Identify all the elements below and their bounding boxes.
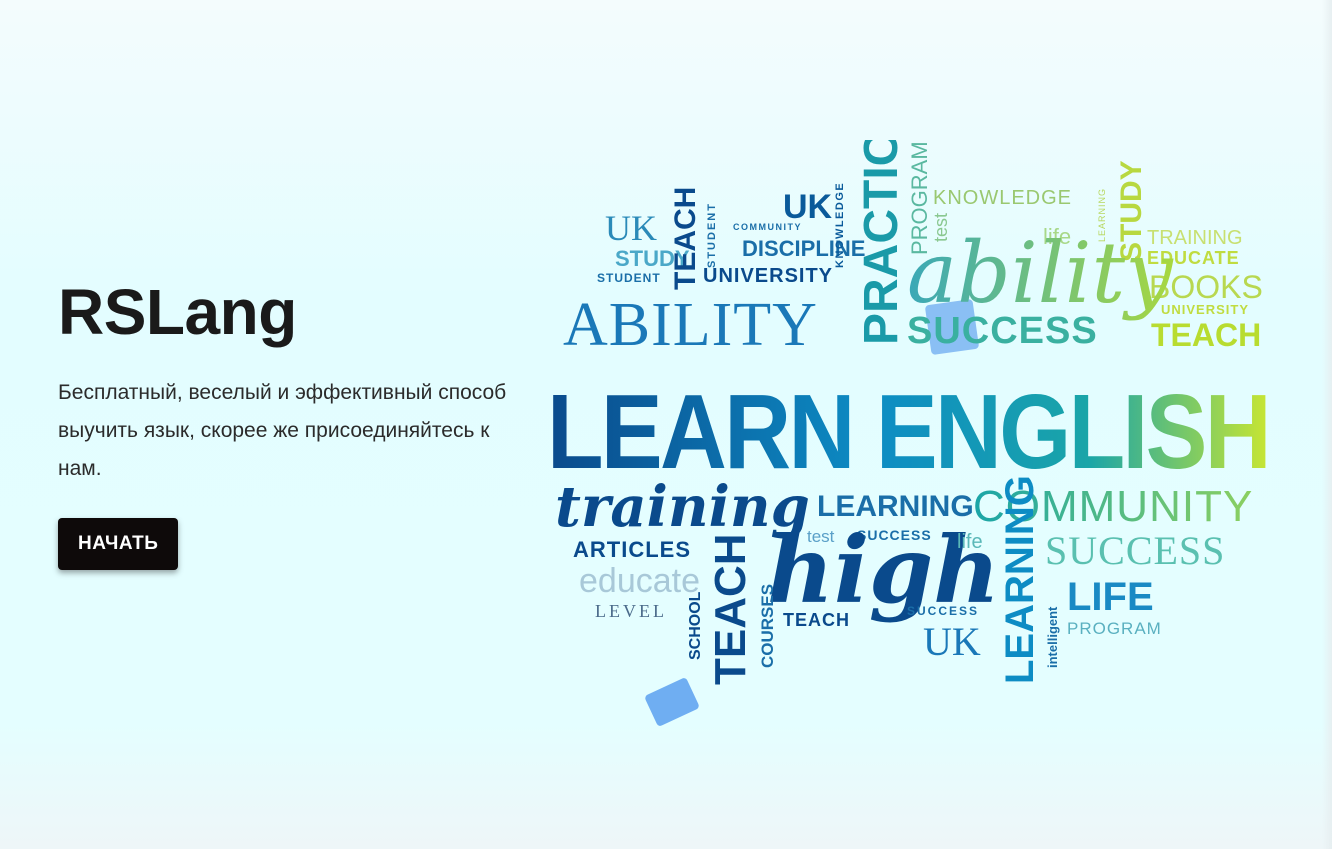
word-teach-3: TEACH	[706, 533, 755, 685]
word-life-2: life	[957, 531, 983, 553]
word-life-1: life	[1043, 224, 1071, 249]
word-ability-2: ability	[907, 224, 1174, 322]
word-teach-2: TEACH	[1151, 317, 1261, 353]
word-student-2: STUDENT	[706, 202, 718, 268]
word-program-2: PROGRAM	[1067, 619, 1162, 638]
word-cloud-image: UK STUDY STUDENT TEACH STUDENT COMMUNITY…	[545, 140, 1275, 730]
word-uk-2: UK	[783, 188, 833, 226]
word-school: SCHOOL	[687, 591, 704, 660]
word-books: BOOKS	[1149, 269, 1263, 305]
word-study-2: STUDY	[1115, 160, 1148, 262]
word-practice: PRACTICE	[855, 140, 908, 345]
word-intelligent: intelligent	[1045, 606, 1060, 668]
word-courses: COURSES	[758, 584, 777, 668]
word-uk-1: UK	[605, 208, 657, 248]
word-community-1: COMMUNITY	[733, 222, 802, 232]
word-articles: ARTICLES	[573, 537, 691, 562]
hero-description: Бесплатный, веселый и эффективный способ…	[58, 381, 507, 480]
word-test-2: test	[807, 527, 835, 546]
word-teach-1: TEACH	[669, 187, 702, 290]
word-success-4: SUCCESS	[907, 604, 979, 618]
word-test-1: test	[931, 213, 951, 242]
start-button[interactable]: НАЧАТЬ	[58, 518, 179, 570]
word-high: high	[767, 516, 1000, 624]
word-educate-2: educate	[579, 562, 700, 600]
word-discipline: DISCIPLINE	[742, 236, 865, 261]
word-teach-4: TEACH	[783, 610, 850, 630]
word-level: LEVEL	[595, 601, 667, 621]
word-learning-3: LEARNING	[998, 475, 1042, 684]
word-cloud-svg: UK STUDY STUDENT TEACH STUDENT COMMUNITY…	[547, 140, 1272, 726]
scrollbar-track	[1322, 0, 1332, 849]
word-knowledge-2: KNOWLEDGE	[933, 187, 1072, 209]
word-success-1: SUCCESS	[907, 310, 1098, 352]
word-ability-1: ABILITY	[563, 291, 818, 359]
word-training-1: TRAINING	[1147, 227, 1243, 249]
word-training-2: training	[555, 474, 810, 540]
word-learning-1: LEARNING	[1097, 188, 1107, 242]
word-uk-3: UK	[923, 619, 981, 664]
word-knowledge-1: KNOWLEDGE	[834, 182, 846, 268]
word-success-2: SUCCESS	[857, 527, 932, 543]
word-community-2: COMMUNITY	[973, 482, 1253, 531]
page-title: RSLang	[58, 276, 297, 348]
word-learning-2: LEARNING	[817, 490, 974, 523]
word-life-3: LIFE	[1067, 575, 1154, 619]
word-program-1: PROGRAM	[907, 141, 932, 255]
word-learn-english: LEARN ENGLISH	[547, 373, 1269, 491]
word-study-1: STUDY	[615, 246, 690, 271]
word-success-3: SUCCESS	[1045, 528, 1225, 573]
hero-section: RSLang Бесплатный, веселый и эффективный…	[58, 270, 528, 570]
word-student-1: STUDENT	[597, 271, 661, 285]
word-educate-1: EDUCATE	[1147, 248, 1240, 268]
decorative-square	[645, 678, 699, 726]
word-university-1: UNIVERSITY	[703, 265, 833, 287]
decorative-square	[925, 299, 979, 355]
word-university-2: UNIVERSITY	[1161, 302, 1249, 317]
